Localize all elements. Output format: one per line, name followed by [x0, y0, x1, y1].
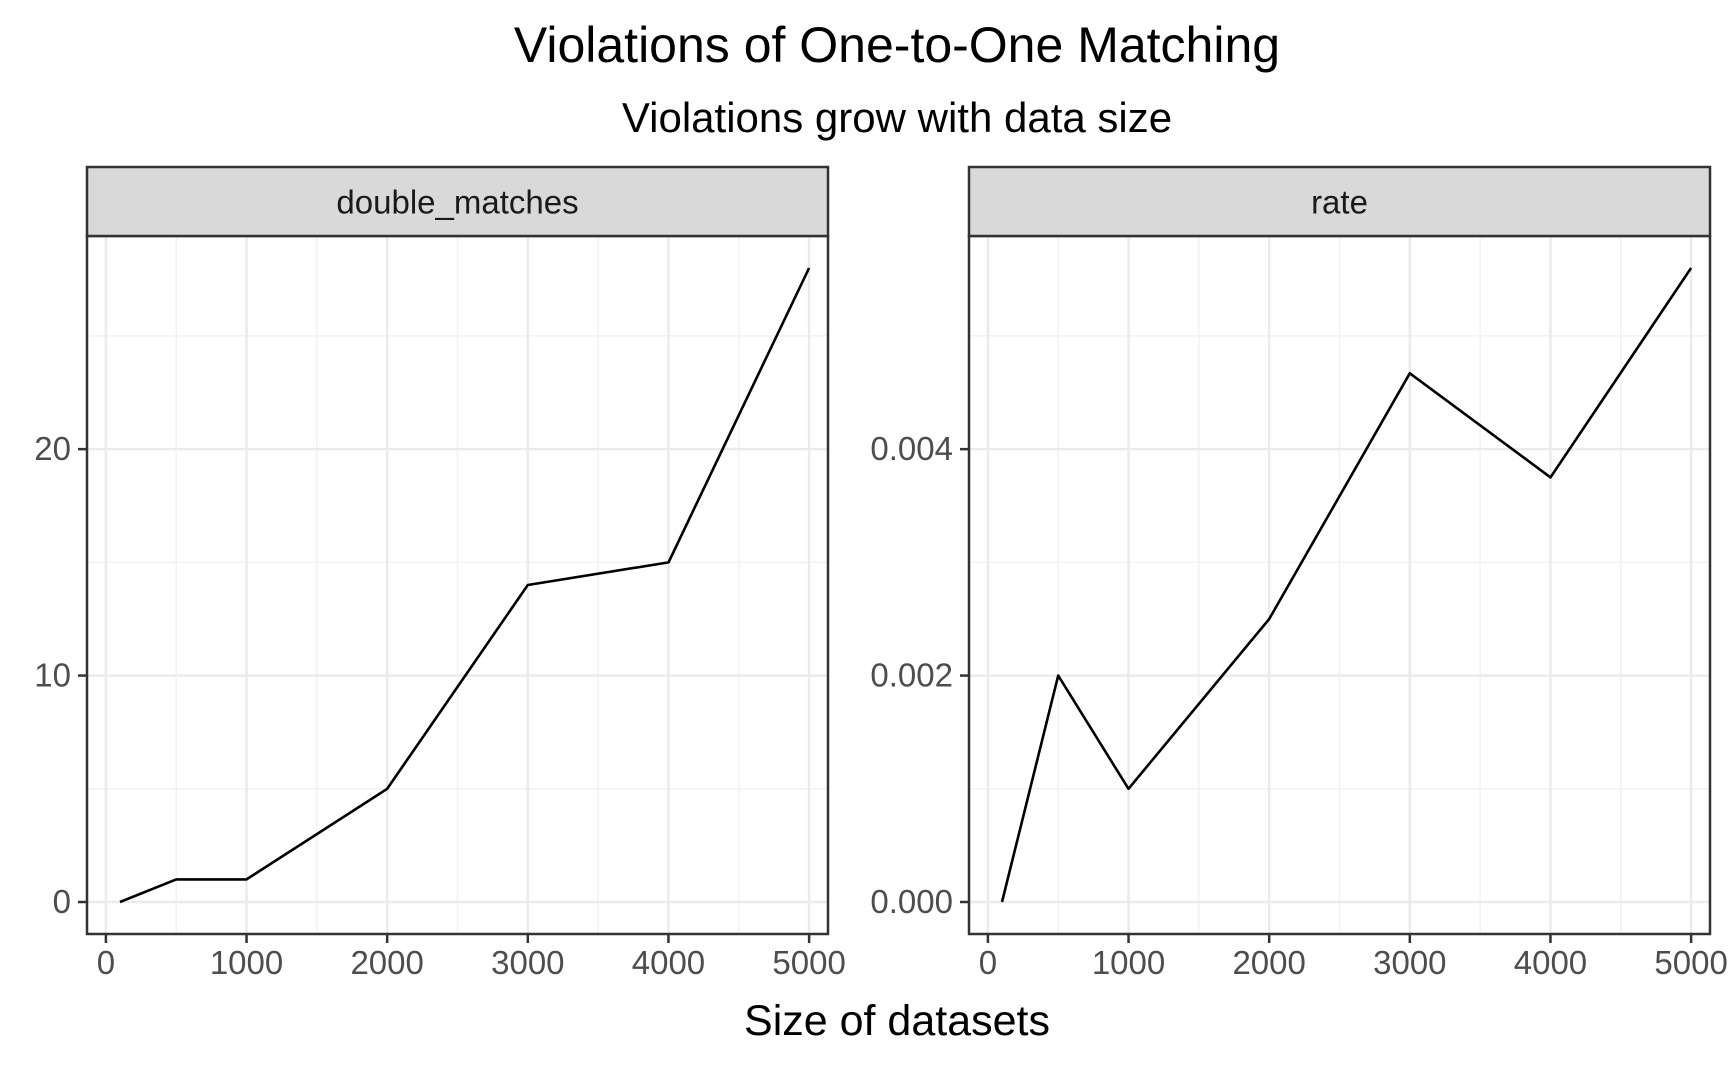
- x-tick-label: 5000: [772, 944, 845, 981]
- x-tick-label: 0: [979, 944, 997, 981]
- x-tick-label: 0: [97, 944, 115, 981]
- x-tick-label: 5000: [1654, 944, 1727, 981]
- chart-title: Violations of One-to-One Matching: [514, 17, 1280, 73]
- y-tick-label: 20: [34, 430, 71, 467]
- x-tick-label: 1000: [210, 944, 283, 981]
- series-line: [1000, 267, 1693, 903]
- facet-strip-label: double_matches: [336, 184, 578, 221]
- facet-strip: [967, 165, 1712, 238]
- facet-panels: double_matches 0 1000 2000 3000 4000 5000 0 10 20…: [34, 165, 1728, 981]
- y-tick-label: 0: [53, 883, 71, 920]
- chart-subtitle: Violations grow with data size: [622, 94, 1172, 141]
- series-line: [119, 267, 811, 904]
- x-tick-label: 3000: [1373, 944, 1446, 981]
- y-tick-label: 0.004: [870, 430, 953, 467]
- panel-double_matches: double_matches 0 1000 2000 3000 4000 5000 0 10 20: [34, 165, 846, 981]
- y-tick-label: 0.000: [870, 883, 953, 920]
- x-axis-label: Size of datasets: [744, 997, 1050, 1045]
- x-tick-label: 4000: [632, 944, 705, 981]
- facet-strip: [85, 165, 830, 238]
- x-tick-label: 2000: [350, 944, 423, 981]
- x-tick-label: 2000: [1232, 944, 1305, 981]
- y-tick-label: 0.002: [870, 657, 953, 694]
- x-tick-label: 1000: [1092, 944, 1165, 981]
- y-tick-label: 10: [34, 657, 71, 694]
- facet-strip-label: rate: [1311, 184, 1368, 221]
- x-tick-label: 3000: [491, 944, 564, 981]
- panel-rate: rate 0 1000 2000 3000 4000 5000 0.000 0.002 0.004: [870, 165, 1728, 981]
- x-tick-label: 4000: [1514, 944, 1587, 981]
